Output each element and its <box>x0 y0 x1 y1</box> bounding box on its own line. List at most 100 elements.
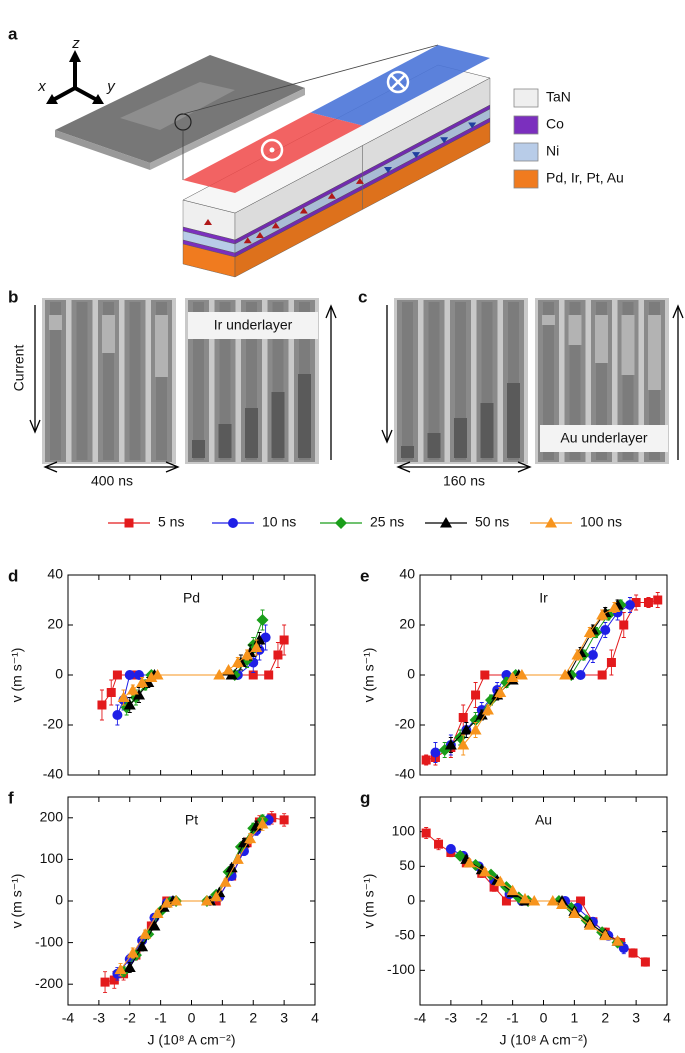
layer-label: Co <box>546 116 564 132</box>
marker <box>587 650 598 660</box>
y-axis-label: v (m s⁻¹) <box>361 648 377 703</box>
marker <box>597 670 607 680</box>
chart: e Ir v (m s⁻¹) -40 -20 0 20 40 <box>360 566 668 782</box>
marker <box>445 844 456 854</box>
marker <box>109 975 119 985</box>
layer-label: TaN <box>546 89 571 105</box>
chart: d Pd v (m s⁻¹) -40 -20 0 20 40 <box>8 566 316 782</box>
moment-arrow <box>299 207 308 214</box>
x-axis-label: J (10⁸ A cm⁻²) <box>148 1032 236 1048</box>
marker <box>475 709 488 720</box>
annotation: Pt <box>185 812 198 828</box>
marker <box>619 620 629 630</box>
marker <box>643 598 653 607</box>
marker <box>241 649 254 660</box>
y-tick-label: 20 <box>399 616 415 632</box>
marker <box>97 700 107 710</box>
x-tick-label: 0 <box>540 1010 548 1026</box>
image-strip-inner <box>246 302 257 460</box>
marker <box>458 713 468 722</box>
moment-arrow <box>384 167 392 173</box>
x-tick-label: 3 <box>280 1010 288 1026</box>
legend-marker <box>228 518 238 528</box>
marker <box>556 898 569 909</box>
y-tick-label: -100 <box>387 961 415 977</box>
marker <box>231 853 244 864</box>
domain <box>507 383 520 458</box>
image-strip-inner <box>455 302 466 460</box>
y-axis-label: v (m s⁻¹) <box>9 648 25 703</box>
marker <box>501 670 512 680</box>
marker <box>515 669 528 680</box>
marker <box>213 669 226 680</box>
x-tick-label: 1 <box>570 1010 578 1026</box>
plot-frame <box>419 796 668 1006</box>
image-strip-inner <box>272 302 284 460</box>
image-strip-inner <box>596 302 607 460</box>
domain <box>155 315 168 377</box>
panel-label: c <box>358 287 367 306</box>
domain <box>401 446 414 458</box>
x-tick-label: 1 <box>218 1010 226 1026</box>
marker <box>596 609 609 620</box>
marker <box>256 614 269 626</box>
marker <box>501 896 511 906</box>
y-tick-label: 200 <box>40 809 64 825</box>
marker <box>112 710 123 720</box>
legend-marker <box>545 517 557 528</box>
legend: 5 ns 10 ns 25 ns 50 ns 100 ns <box>108 514 622 530</box>
marker <box>151 669 164 680</box>
axes-icon <box>51 58 99 102</box>
y-tick-label: 40 <box>399 566 415 582</box>
marker <box>494 686 507 697</box>
domain <box>102 315 115 353</box>
plot-frame <box>419 574 668 776</box>
marker <box>256 818 269 829</box>
marker <box>219 876 232 887</box>
x-tick-label: -1 <box>154 1010 167 1026</box>
y-tick-label: -40 <box>395 766 415 782</box>
marker <box>210 890 223 902</box>
marker <box>244 832 257 844</box>
duration-label: 400 ns <box>91 473 133 489</box>
marker <box>494 875 507 887</box>
y-axis-label: v (m s⁻¹) <box>361 874 377 929</box>
layer-swatch <box>513 169 539 189</box>
image-strip-inner <box>428 302 440 460</box>
x-tick-label: 3 <box>632 1010 640 1026</box>
image-strip-inner <box>622 302 634 460</box>
x-tick-label: 4 <box>311 1010 319 1026</box>
marker <box>126 684 139 695</box>
layer-label: Ni <box>546 143 559 159</box>
y-tick-label: 0 <box>407 666 415 682</box>
y-tick-label: 0 <box>55 892 63 908</box>
marker <box>571 649 584 660</box>
y-tick-label: -20 <box>43 716 63 732</box>
x-tick-label: -2 <box>476 1010 489 1026</box>
legend-label: 5 ns <box>158 514 184 530</box>
plot-frame <box>67 574 316 776</box>
image-strip-inner <box>103 302 114 460</box>
moment-arrow <box>204 219 212 225</box>
x-tick-label: -2 <box>124 1010 137 1026</box>
image-strip-inner <box>129 302 141 460</box>
moment-arrow <box>327 192 336 199</box>
plot-frame <box>67 796 316 1006</box>
marker <box>112 670 122 680</box>
x-tick-label: -3 <box>445 1010 458 1026</box>
marker <box>631 598 641 607</box>
marker <box>123 699 136 710</box>
marker <box>430 747 441 758</box>
domain <box>568 315 582 345</box>
domain <box>271 392 285 458</box>
image-strip-inner <box>50 302 61 460</box>
legend-marker <box>440 517 452 528</box>
marker <box>160 897 173 908</box>
marker <box>114 963 127 975</box>
panel-label: a <box>8 24 18 43</box>
marker <box>611 935 624 946</box>
layer-swatch <box>513 88 539 108</box>
marker <box>583 919 596 930</box>
